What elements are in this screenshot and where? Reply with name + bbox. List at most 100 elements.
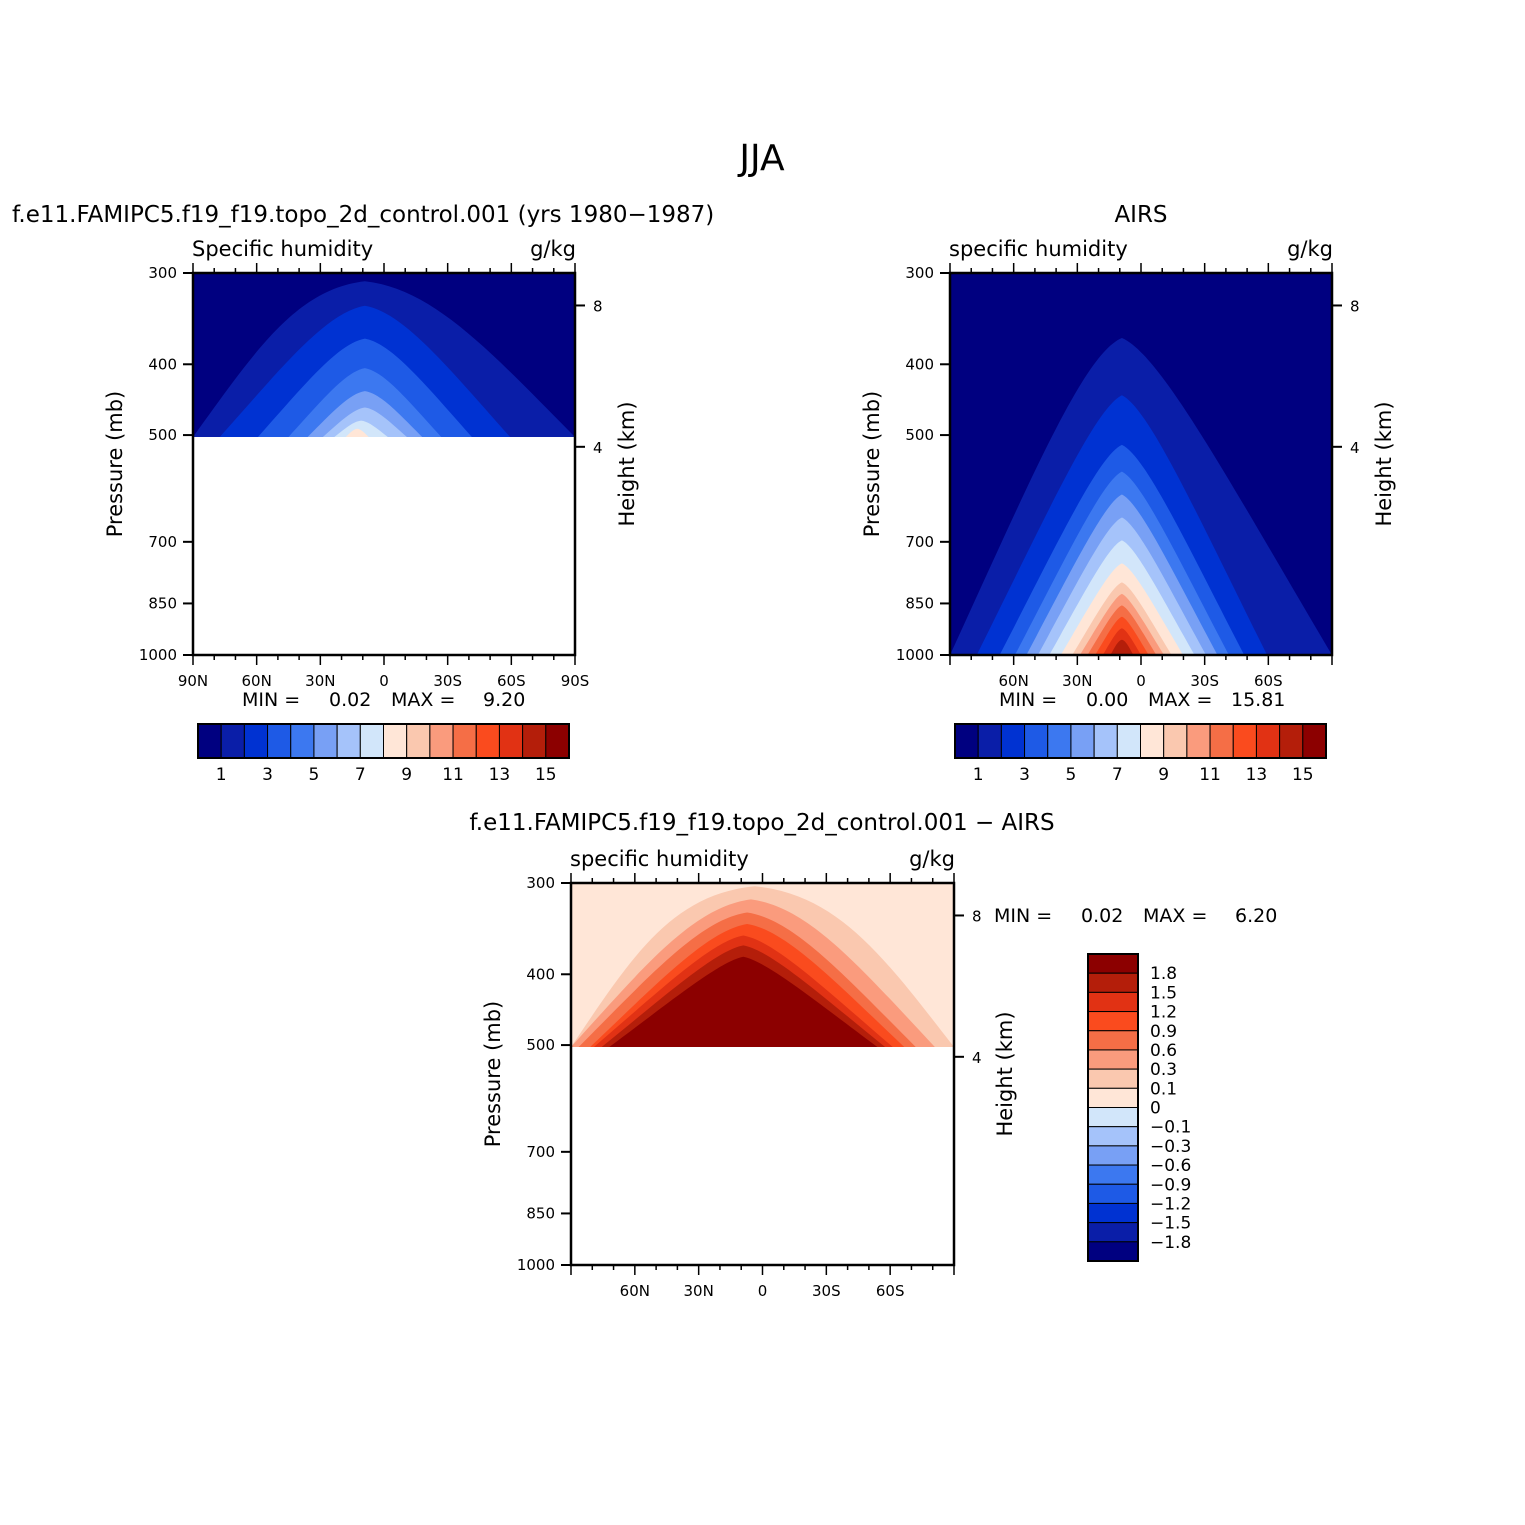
p1-cb-swatch-6 [336, 723, 361, 759]
p1-cb-swatch-5 [313, 723, 338, 759]
panel-diff-max-label: MAX = [1143, 905, 1207, 927]
panel-model-colorbar: 1 3 5 7 9 11 13 15 [197, 723, 570, 785]
p3-axes-y2tick-label-0: 8 [972, 907, 982, 925]
p3-cb-outline [1087, 953, 1139, 1262]
panel-model-y2label: Height (km) [615, 401, 639, 526]
panel-diff-y2label: Height (km) [993, 1011, 1017, 1136]
p1-fill-level-8 [345, 428, 369, 437]
p2-axes-y2tick-label-0: 8 [1350, 297, 1360, 315]
p3-axes-xtick-label-2: 0 [758, 1282, 768, 1300]
p3-axes-xtick-label-0: 60N [620, 1282, 650, 1300]
p3-cb-label-3: 0.9 [1150, 1022, 1177, 1042]
p3-cb-label-9: −0.3 [1150, 1137, 1191, 1157]
p2-cb-swatch-7 [1116, 723, 1141, 759]
p2-cb-swatch-4 [1047, 723, 1072, 759]
p2-cb-swatch-12 [1232, 723, 1257, 759]
p2-cb-label-1: 3 [1019, 765, 1030, 785]
panel-model-right-label: g/kg [530, 237, 576, 261]
p2-cb-outline [954, 723, 1327, 759]
p3-axes-xtick-label-1: 30N [684, 1282, 714, 1300]
panel-model-min-value: 0.02 [329, 689, 371, 711]
p3-cb-swatch-10 [1087, 1145, 1139, 1166]
p2-axes-xtick-label-0: 60N [999, 672, 1029, 690]
p3-cb-swatch-9 [1087, 1126, 1139, 1147]
panel-diff-axes: 300 400 500 700 850 1000 8 4 60N 30N 0 30S 60S [517, 873, 982, 1300]
p2-cb-label-7: 15 [1292, 765, 1314, 785]
panel-airs-colorbar: 1 3 5 7 9 11 13 15 [954, 723, 1327, 785]
p2-fill-level-14 [1110, 639, 1134, 655]
p1-cb-swatch-11 [452, 723, 477, 759]
p2-cb-swatch-1 [977, 723, 1002, 759]
p2-cb-swatch-0 [954, 723, 979, 759]
panel-airs-y2label: Height (km) [1372, 401, 1396, 526]
panel-airs-contours [950, 273, 1332, 655]
panel-airs-min-label: MIN = [999, 689, 1057, 711]
p3-axes-ytick-label-4: 850 [526, 1204, 555, 1222]
p1-cb-swatch-10 [429, 723, 454, 759]
p3-axes-ytick-label-0: 300 [526, 874, 555, 892]
panel-diff-min-value: 0.02 [1081, 905, 1123, 927]
p1-cb-swatch-0 [197, 723, 222, 759]
p2-cb-swatch-14 [1279, 723, 1304, 759]
p1-axes-xtick-label-3: 0 [379, 672, 389, 690]
p2-cb-label-3: 7 [1112, 765, 1123, 785]
p1-axes-ytick-label-0: 300 [148, 264, 177, 282]
p3-cb-label-7: 0 [1150, 1099, 1161, 1119]
p2-cb-swatch-15 [1302, 723, 1327, 759]
p1-cb-label-0: 1 [216, 765, 227, 785]
p3-cb-swatch-7 [1087, 1087, 1139, 1108]
main-title: JJA [737, 138, 785, 179]
p3-cb-label-2: 1.2 [1150, 1003, 1177, 1023]
panel-diff-contours [571, 883, 954, 1047]
panel-diff-right-label: g/kg [909, 847, 955, 871]
p1-axes-y2tick-label-1: 4 [593, 439, 603, 457]
p1-axes-xtick-label-4: 30S [433, 672, 462, 690]
p3-cb-label-13: −1.5 [1150, 1214, 1191, 1234]
p1-cb-swatch-14 [522, 723, 547, 759]
p3-fill-level-7 [609, 956, 878, 1047]
panel-model-axes: 300 400 500 700 850 1000 8 4 90N 60N 30N 0 30S 60S 90S [139, 263, 603, 690]
p3-cb-swatch-4 [1087, 1030, 1139, 1051]
panel-diff-max-value: 6.20 [1235, 905, 1277, 927]
p2-cb-swatch-10 [1186, 723, 1211, 759]
p3-cb-label-4: 0.6 [1150, 1041, 1177, 1061]
panel-airs-left-label: specific humidity [949, 237, 1128, 261]
p1-cb-label-4: 9 [401, 765, 412, 785]
p3-axes-ytick-label-2: 500 [526, 1036, 555, 1054]
p3-cb-swatch-3 [1087, 1011, 1139, 1032]
p2-cb-swatch-2 [1000, 723, 1026, 759]
p1-axes-xtick-label-6: 90S [561, 672, 590, 690]
p2-cb-swatch-6 [1093, 723, 1118, 759]
p3-cb-swatch-15 [1087, 1241, 1139, 1262]
p1-cb-label-7: 15 [535, 765, 557, 785]
p3-cb-swatch-1 [1087, 972, 1139, 993]
p2-cb-swatch-3 [1024, 723, 1049, 759]
p3-cb-label-6: 0.1 [1150, 1079, 1177, 1099]
p3-axes-y2tick-label-1: 4 [972, 1049, 982, 1067]
p1-cb-swatch-7 [359, 723, 384, 759]
panel-model-contours [193, 273, 575, 437]
panel-diff-ylabel: Pressure (mb) [481, 1001, 505, 1148]
p2-cb-swatch-13 [1255, 723, 1281, 759]
panel-airs-right-label: g/kg [1287, 237, 1333, 261]
p1-cb-swatch-1 [220, 723, 245, 759]
p2-axes-ytick-label-4: 850 [905, 594, 934, 612]
panel-diff-left-label: specific humidity [570, 847, 749, 871]
p2-cb-swatch-5 [1070, 723, 1095, 759]
p1-cb-swatch-8 [383, 723, 408, 759]
panel-airs-title: AIRS [1114, 202, 1167, 228]
panel-diff-min-label: MIN = [994, 905, 1052, 927]
p2-cb-swatch-11 [1209, 723, 1234, 759]
p3-cb-swatch-14 [1087, 1222, 1139, 1243]
p3-cb-swatch-2 [1087, 991, 1139, 1013]
p1-cb-label-2: 5 [309, 765, 320, 785]
p2-cb-swatch-9 [1163, 723, 1188, 759]
panel-model-max-value: 9.20 [483, 689, 525, 711]
p2-cb-swatch-8 [1140, 723, 1165, 759]
p1-cb-swatch-9 [406, 723, 431, 759]
p2-axes-ytick-label-5: 1000 [896, 646, 934, 664]
p1-axes-ytick-label-4: 850 [148, 594, 177, 612]
p2-axes-ytick-label-0: 300 [905, 264, 934, 282]
panel-airs-ylabel: Pressure (mb) [860, 391, 884, 538]
